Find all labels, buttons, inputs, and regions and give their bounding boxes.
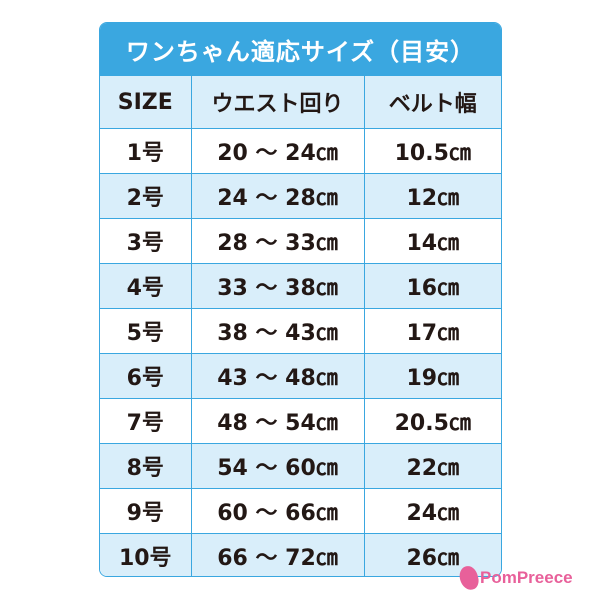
size-cell: 3号 xyxy=(100,218,192,264)
table-title: ワンちゃん適応サイズ（目安） xyxy=(100,23,501,76)
table-row: 10号 66 〜 72㎝ 26㎝ xyxy=(100,533,501,576)
size-table: SIZE ウエスト回り ベルト幅 1号 20 〜 24㎝ 10.5㎝ 2号 24 〜 2… xyxy=(100,76,501,576)
waist-cell: 54 〜 60㎝ xyxy=(190,443,365,489)
table-row: 6号 43 〜 48㎝ 19㎝ xyxy=(100,353,501,399)
belt-width-cell: 14㎝ xyxy=(363,218,501,264)
belt-width-cell: 24㎝ xyxy=(363,488,501,534)
table-row: 1号 20 〜 24㎝ 10.5㎝ xyxy=(100,128,501,174)
waist-cell: 60 〜 66㎝ xyxy=(190,488,365,534)
waist-cell: 66 〜 72㎝ xyxy=(190,533,365,576)
waist-cell: 48 〜 54㎝ xyxy=(190,398,365,444)
table-row: 9号 60 〜 66㎝ 24㎝ xyxy=(100,488,501,534)
waist-cell: 38 〜 43㎝ xyxy=(190,308,365,354)
size-cell: 10号 xyxy=(100,533,192,576)
table-row: 3号 28 〜 33㎝ 14㎝ xyxy=(100,218,501,264)
size-cell: 8号 xyxy=(100,443,192,489)
size-cell: 5号 xyxy=(100,308,192,354)
table-row: 8号 54 〜 60㎝ 22㎝ xyxy=(100,443,501,489)
waist-cell: 20 〜 24㎝ xyxy=(190,128,365,174)
logo-text: PomPreece xyxy=(480,568,573,587)
size-cell: 2号 xyxy=(100,173,192,219)
header-size: SIZE xyxy=(100,76,192,129)
header-row: SIZE ウエスト回り ベルト幅 xyxy=(100,76,501,129)
belt-width-cell: 20.5㎝ xyxy=(363,398,501,444)
belt-width-cell: 19㎝ xyxy=(363,353,501,399)
size-cell: 9号 xyxy=(100,488,192,534)
size-table-card: ワンちゃん適応サイズ（目安） SIZE ウエスト回り ベルト幅 1号 20 〜 2… xyxy=(99,22,502,577)
table-row: 2号 24 〜 28㎝ 12㎝ xyxy=(100,173,501,219)
size-cell: 1号 xyxy=(100,128,192,174)
belt-width-cell: 10.5㎝ xyxy=(363,128,501,174)
belt-width-cell: 16㎝ xyxy=(363,263,501,309)
belt-width-cell: 22㎝ xyxy=(363,443,501,489)
belt-width-cell: 17㎝ xyxy=(363,308,501,354)
waist-cell: 24 〜 28㎝ xyxy=(190,173,365,219)
table-row: 5号 38 〜 43㎝ 17㎝ xyxy=(100,308,501,354)
size-cell: 7号 xyxy=(100,398,192,444)
waist-cell: 33 〜 38㎝ xyxy=(190,263,365,309)
belt-width-cell: 12㎝ xyxy=(363,173,501,219)
header-waist: ウエスト回り xyxy=(190,76,365,129)
waist-cell: 28 〜 33㎝ xyxy=(190,218,365,264)
waist-cell: 43 〜 48㎝ xyxy=(190,353,365,399)
header-belt-width: ベルト幅 xyxy=(363,76,501,129)
size-cell: 4号 xyxy=(100,263,192,309)
pompreece-logo: PomPreece xyxy=(457,564,573,592)
table-row: 7号 48 〜 54㎝ 20.5㎝ xyxy=(100,398,501,444)
logo-mark-icon xyxy=(457,564,481,592)
belt-width-cell: 26㎝ xyxy=(363,533,501,576)
table-row: 4号 33 〜 38㎝ 16㎝ xyxy=(100,263,501,309)
size-cell: 6号 xyxy=(100,353,192,399)
